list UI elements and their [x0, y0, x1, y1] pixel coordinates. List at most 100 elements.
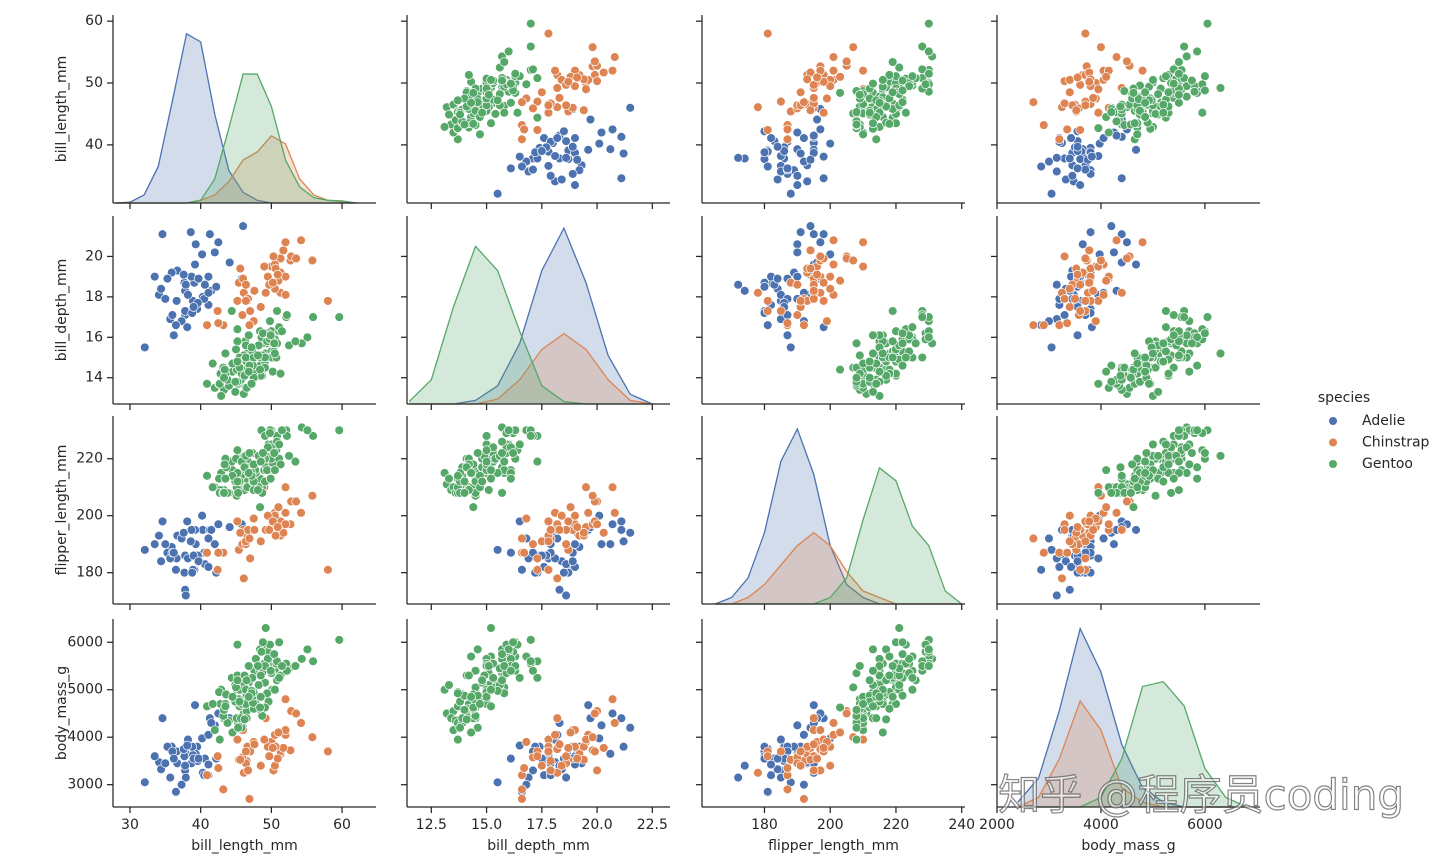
y-tick-label: 200 — [76, 508, 103, 524]
scatter-point — [528, 539, 538, 549]
scatter-point — [481, 431, 492, 441]
scatter-point — [554, 525, 565, 535]
scatter-point — [157, 229, 168, 239]
scatter-point — [506, 473, 516, 484]
scatter-point — [581, 84, 591, 94]
scatter-point — [1137, 237, 1148, 248]
scatter-point — [616, 173, 627, 184]
scatter-point — [517, 134, 527, 145]
scatter-point — [868, 78, 878, 89]
x-tick-label: 40 — [192, 817, 210, 833]
scatter-point — [1096, 42, 1106, 52]
scatter-point — [519, 547, 529, 558]
panel — [696, 416, 965, 610]
scatter-point — [563, 743, 574, 753]
scatter-point — [517, 784, 527, 795]
scatter-point — [210, 539, 220, 549]
scatter-point — [563, 516, 574, 527]
scatter-point — [792, 247, 803, 258]
scatter-point — [897, 338, 908, 349]
scatter-point — [291, 708, 301, 719]
scatter-point — [1052, 279, 1062, 290]
scatter-point — [232, 476, 243, 487]
scatter-point — [241, 746, 251, 757]
scatter-point — [280, 482, 291, 492]
scatter-point — [1158, 338, 1169, 349]
scatter-point — [733, 772, 743, 783]
scatter-point — [858, 237, 868, 248]
scatter-point — [202, 547, 212, 558]
scatter-point — [1115, 370, 1126, 381]
scatter-point — [884, 670, 895, 681]
scatter-point — [182, 322, 192, 332]
scatter-point — [256, 456, 266, 467]
scatter-point — [167, 310, 178, 320]
scatter-point — [532, 456, 543, 467]
scatter-point — [268, 743, 278, 753]
scatter-point — [439, 122, 450, 132]
scatter-point — [453, 688, 463, 699]
scatter-point — [887, 336, 898, 347]
scatter-point — [1084, 516, 1095, 527]
scatter-point — [455, 722, 465, 733]
y-tick-label: 6000 — [67, 634, 103, 650]
scatter-point — [795, 760, 806, 771]
scatter-point — [499, 456, 509, 467]
scatter-point — [545, 756, 556, 766]
scatter-point — [157, 713, 168, 723]
scatter-point — [1085, 227, 1096, 237]
y-tick-label: 18 — [85, 289, 103, 305]
scatter-point — [1202, 18, 1213, 29]
scatter-point — [792, 180, 803, 190]
scatter-point — [550, 730, 560, 740]
scatter-point — [878, 75, 888, 85]
scatter-point — [1106, 221, 1117, 231]
scatter-point — [618, 148, 629, 159]
scatter-point — [464, 670, 474, 681]
scatter-point — [1066, 133, 1076, 143]
scatter-point — [459, 119, 470, 130]
scatter-point — [1132, 129, 1143, 140]
scatter-point — [1087, 151, 1097, 162]
scatter-point — [1039, 547, 1049, 558]
scatter-point — [230, 387, 241, 397]
scatter-point — [1096, 255, 1106, 266]
panel: 40 50 60 — [85, 13, 376, 209]
scatter-point — [149, 539, 160, 549]
scatter-point — [1116, 229, 1127, 239]
scatter-point — [1065, 302, 1075, 312]
scatter-point — [1059, 310, 1070, 320]
scatter-point — [1179, 312, 1189, 322]
scatter-point — [874, 98, 885, 108]
scatter-point — [461, 714, 472, 725]
scatter-point — [1153, 89, 1163, 99]
scatter-point — [212, 751, 223, 761]
scatter-point — [590, 746, 600, 757]
scatter-point — [605, 539, 616, 549]
scatter-point — [579, 105, 589, 115]
x-axis-label: bill_depth_mm — [487, 838, 590, 854]
scatter-point — [579, 528, 589, 538]
scatter-point — [1161, 306, 1171, 316]
y-tick-label: 220 — [76, 451, 103, 467]
scatter-point — [1122, 496, 1132, 507]
scatter-point — [506, 753, 516, 764]
scatter-point — [887, 352, 898, 363]
scatter-point — [296, 235, 306, 246]
scatter-point — [521, 79, 532, 90]
scatter-point — [1106, 360, 1117, 371]
scatter-point — [795, 227, 806, 237]
scatter-point — [1150, 491, 1161, 501]
x-axis-label: body_mass_g — [1081, 838, 1175, 854]
scatter-point — [244, 794, 255, 804]
scatter-point — [1078, 239, 1088, 250]
scatter-point — [1128, 88, 1139, 98]
scatter-point — [1174, 456, 1184, 467]
scatter-point — [815, 725, 826, 735]
scatter-point — [874, 366, 885, 377]
scatter-point — [815, 237, 826, 248]
panel — [991, 15, 1260, 209]
panel — [401, 216, 670, 410]
scatter-point — [851, 372, 862, 383]
